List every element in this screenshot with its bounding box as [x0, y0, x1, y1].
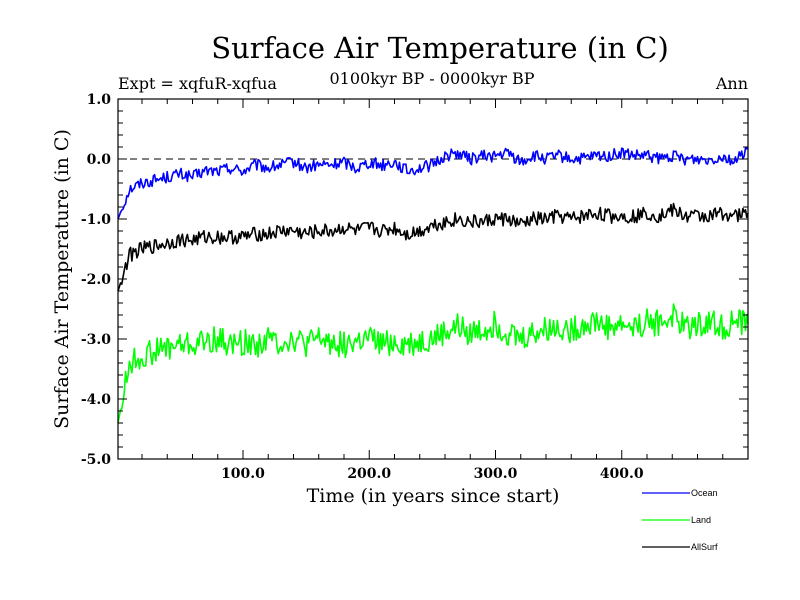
y-tick-label: -3.0 [81, 332, 111, 348]
x-tick-label: 200.0 [347, 466, 391, 482]
y-tick-label: -4.0 [81, 392, 111, 408]
y-tick-label: 1.0 [87, 92, 112, 108]
legend: Ocean Land AllSurf [642, 488, 718, 552]
chart-title: Surface Air Temperature (in C) [211, 31, 669, 65]
x-tick-label: 100.0 [221, 466, 265, 482]
x-axis-label: Time (in years since start) [307, 485, 560, 507]
y-tick-label: -2.0 [81, 272, 111, 288]
axes: -5.0 -4.0 -3.0 -2.0 -1.0 0.0 1.0 100.0 200.0 300.… [81, 92, 748, 482]
experiment-label: Expt = xqfuR-xqfua [118, 74, 277, 93]
series-line-land [117, 303, 749, 424]
period-label: 0100kyr BP - 0000kyr BP [330, 69, 535, 88]
plot-area [117, 146, 749, 424]
series-line-allsurf [117, 202, 749, 292]
legend-label-allsurf: AllSurf [691, 542, 718, 552]
y-tick-label: 0.0 [87, 152, 112, 168]
y-tick-label: -1.0 [81, 212, 111, 228]
legend-label-ocean: Ocean [691, 488, 718, 498]
season-label: Ann [715, 74, 748, 93]
x-tick-label: 400.0 [600, 466, 644, 482]
plot-frame [117, 98, 749, 460]
y-axis-label: Surface Air Temperature (in C) [51, 129, 73, 429]
series-line-ocean [117, 146, 749, 220]
legend-label-land: Land [691, 515, 711, 525]
y-tick-label: -5.0 [81, 452, 111, 468]
x-tick-label: 300.0 [474, 466, 518, 482]
